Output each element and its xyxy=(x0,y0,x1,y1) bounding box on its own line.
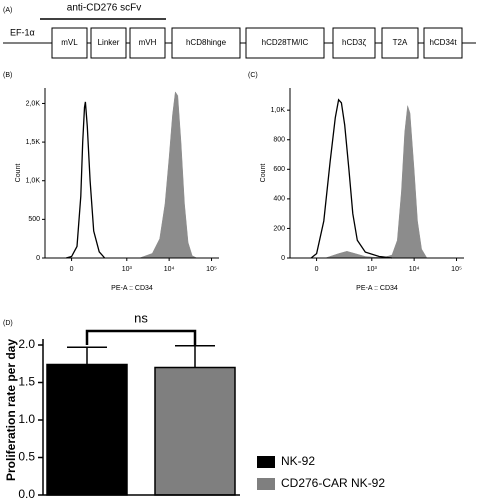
y-tick-label: 1,5K xyxy=(26,139,41,146)
element-label: mVH xyxy=(139,38,157,47)
element-label: hCD28TM/IC xyxy=(262,38,309,47)
y-tick-label: 600 xyxy=(273,166,285,173)
element-box xyxy=(51,27,88,59)
y-tick-label: 0.5 xyxy=(18,450,35,464)
element-label: hCD8hinge xyxy=(186,38,227,47)
bar xyxy=(46,363,128,496)
y-tick-label: 0 xyxy=(36,255,40,262)
y-tick-label: 1.5 xyxy=(18,375,35,389)
x-tick-label: 10⁵ xyxy=(206,266,217,273)
element-box xyxy=(129,27,166,59)
y-tick-label: 0 xyxy=(281,255,285,262)
element-label: Linker xyxy=(98,38,120,47)
x-axis-label: PE-A :: CD34 xyxy=(356,285,398,292)
histogram-curve xyxy=(325,105,428,259)
y-tick-label: 500 xyxy=(28,216,40,223)
y-tick-label: 2.0 xyxy=(18,337,35,351)
y-axis-label: Count xyxy=(15,164,22,183)
y-tick-label: 800 xyxy=(273,137,285,144)
histogram-curve xyxy=(139,91,197,259)
element-box xyxy=(171,27,241,59)
x-tick-label: 0 xyxy=(315,266,319,273)
histogram-curve xyxy=(310,98,393,259)
element-box xyxy=(245,27,325,59)
element-box xyxy=(90,27,127,59)
legend-swatch xyxy=(257,478,275,490)
x-tick-label: 10³ xyxy=(367,266,378,273)
y-tick-label: 200 xyxy=(273,225,285,232)
bar xyxy=(154,366,236,496)
x-tick-label: 10⁵ xyxy=(451,266,462,273)
significance-label: ns xyxy=(134,310,148,325)
x-tick-label: 0 xyxy=(70,266,74,273)
histogram-curve xyxy=(65,101,106,259)
y-tick-label: 2,0K xyxy=(26,100,41,107)
y-tick-label: 1.0 xyxy=(18,412,35,426)
y-axis-label: Proliferation rate per day xyxy=(4,339,18,481)
panel-label: (A) xyxy=(3,7,12,14)
y-tick-label: 400 xyxy=(273,196,285,203)
element-box xyxy=(423,27,463,59)
promoter-label: EF-1α xyxy=(10,27,35,37)
x-axis-label: PE-A :: CD34 xyxy=(111,285,153,292)
x-tick-label: 10⁴ xyxy=(409,266,420,273)
panel-label: (C) xyxy=(248,72,258,79)
panel-label: (B) xyxy=(3,72,12,79)
panel-label: (D) xyxy=(3,320,13,327)
element-box xyxy=(332,27,376,59)
significance-bracket xyxy=(85,329,197,345)
y-tick-label: 1,0K xyxy=(271,107,286,114)
element-label: hCD34t xyxy=(429,38,457,47)
construct-panel: (A) EF-1α anti-CD276 scFv mVL Linker mVH… xyxy=(3,3,476,59)
y-tick-label: 1,0K xyxy=(26,178,41,185)
legend-label: NK-92 xyxy=(281,454,315,468)
y-axis-label: Count xyxy=(260,164,267,183)
legend-swatch xyxy=(257,456,275,468)
y-tick-label: 0.0 xyxy=(18,487,35,500)
x-tick-label: 10³ xyxy=(122,266,133,273)
element-label: T2A xyxy=(393,38,408,47)
element-label: hCD3ζ xyxy=(342,38,366,47)
scfv-label: anti-CD276 scFv xyxy=(67,3,141,14)
x-tick-label: 10⁴ xyxy=(164,266,175,273)
legend-label: CD276-CAR NK-92 xyxy=(281,476,385,490)
element-label: mVL xyxy=(61,38,78,47)
element-box xyxy=(381,27,419,59)
